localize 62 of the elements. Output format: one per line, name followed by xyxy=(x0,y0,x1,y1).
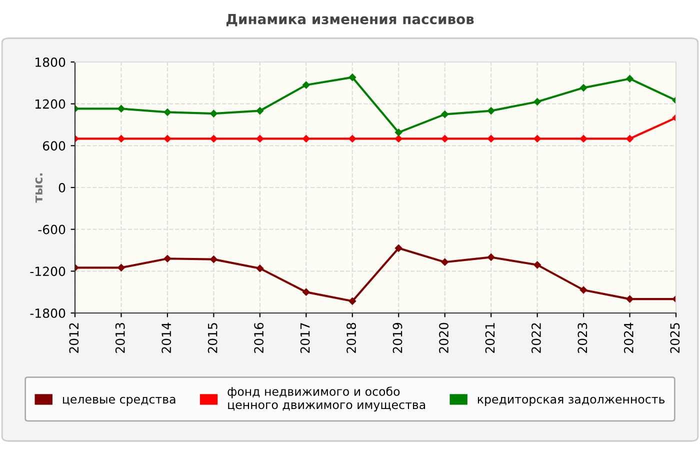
y-tick-label: 1200 xyxy=(36,99,66,109)
chart-title: Динамика изменения пассивов xyxy=(226,14,474,26)
point xyxy=(580,135,588,142)
point xyxy=(256,264,264,272)
point xyxy=(580,286,588,294)
y-axis-title: тыс. xyxy=(35,173,43,203)
point xyxy=(487,135,495,142)
point xyxy=(302,288,310,296)
x-tick-label: 2024 xyxy=(624,322,634,353)
x-tick-label: 2021 xyxy=(485,323,495,353)
legend-label: кредиторская задолженность xyxy=(478,396,665,406)
point xyxy=(164,254,172,262)
x-tick-label: 2022 xyxy=(531,323,541,353)
y-tick-label: 600 xyxy=(42,141,66,151)
y-tick-label: 1800 xyxy=(36,57,66,67)
x-tick-label: 2013 xyxy=(115,323,125,353)
point xyxy=(256,135,264,142)
point xyxy=(210,135,218,142)
point xyxy=(302,81,310,89)
point xyxy=(118,105,125,112)
point xyxy=(210,110,218,118)
point xyxy=(118,135,125,142)
point xyxy=(534,98,541,106)
y-tick-label: -1800 xyxy=(30,308,66,318)
point xyxy=(441,258,448,266)
point xyxy=(210,256,218,263)
x-tick-label: 2012 xyxy=(69,323,79,353)
point xyxy=(348,135,356,142)
x-tick-label: 2019 xyxy=(392,322,402,353)
point xyxy=(441,135,448,142)
x-tick-label: 2017 xyxy=(300,323,310,353)
x-tick-label: 2018 xyxy=(346,322,356,353)
x-tick-label: 2015 xyxy=(208,323,218,353)
y-tick-label: -1200 xyxy=(30,266,66,276)
point xyxy=(348,298,356,305)
point xyxy=(626,295,634,303)
legend-label: целевые средства xyxy=(62,396,176,406)
x-tick-label: 2023 xyxy=(578,323,588,353)
point xyxy=(302,135,310,142)
x-tick-label: 2014 xyxy=(162,322,172,353)
x-tick-label: 2016 xyxy=(254,322,264,353)
point xyxy=(626,135,634,142)
legend-label: фонд недвижимого и особо ценного движимого имущества xyxy=(228,386,426,412)
point xyxy=(394,128,402,136)
point xyxy=(164,135,172,142)
point xyxy=(118,264,125,272)
point xyxy=(534,261,541,269)
point xyxy=(441,110,448,118)
x-tick-label: 2020 xyxy=(439,322,448,353)
point xyxy=(394,135,402,142)
point xyxy=(348,74,356,81)
point xyxy=(164,108,172,116)
point xyxy=(580,84,588,92)
point xyxy=(256,107,264,114)
point xyxy=(534,135,541,142)
y-tick-label: 0 xyxy=(58,182,66,192)
point xyxy=(487,107,495,114)
y-tick-label: -600 xyxy=(38,224,66,234)
point xyxy=(394,244,402,252)
point xyxy=(487,254,495,261)
point xyxy=(626,75,634,82)
x-tick-label: 2025 xyxy=(670,323,680,353)
